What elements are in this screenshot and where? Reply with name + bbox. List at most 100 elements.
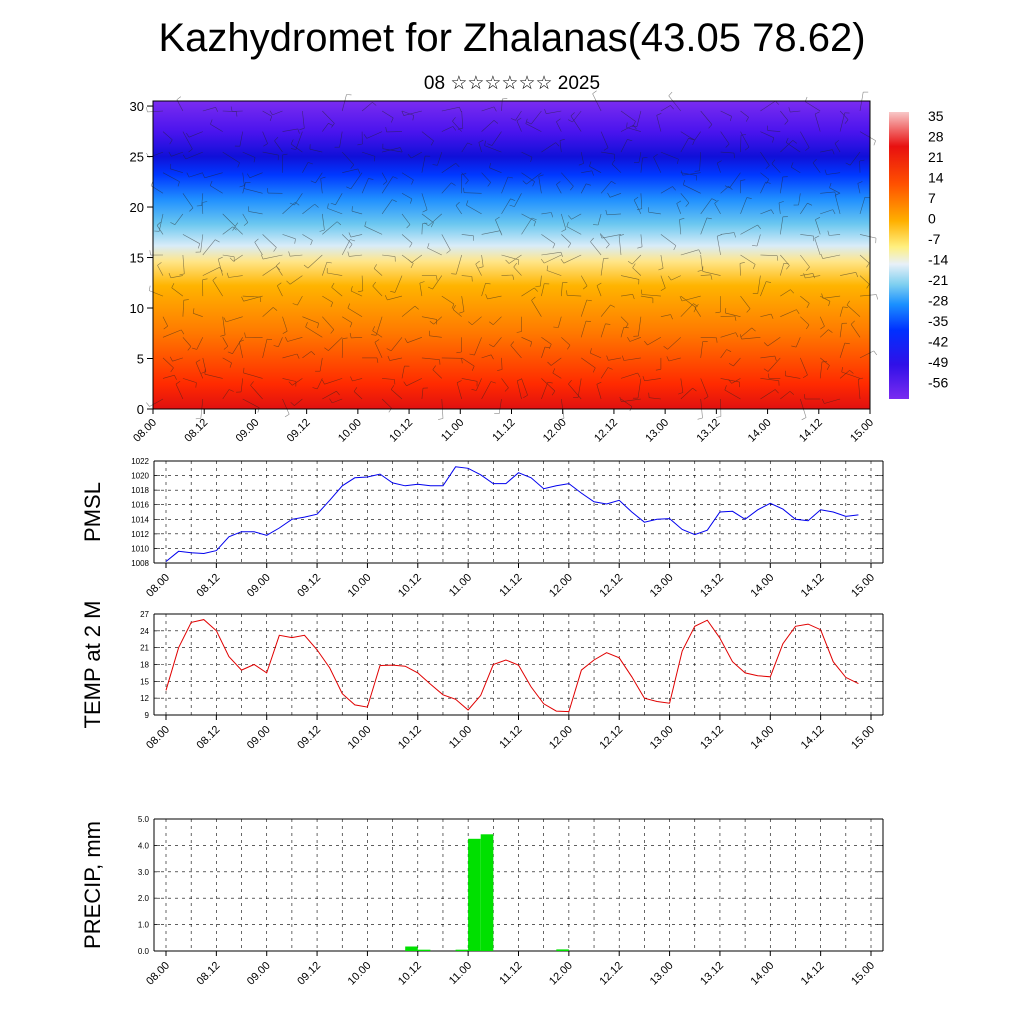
wind-barb: [680, 295, 697, 308]
wind-barb-flag: [311, 351, 316, 356]
wind-barb: [481, 354, 492, 359]
x-tick-label: 13.12: [698, 960, 726, 988]
wind-barb: [608, 357, 622, 361]
wind-barb: [222, 151, 240, 163]
wind-barb-flag: [509, 204, 515, 207]
wind-barb-flag: [455, 201, 460, 206]
x-tick-label: 13.00: [643, 417, 671, 445]
wind-barb-flag: [530, 157, 533, 162]
wind-barb-flag: [814, 111, 820, 115]
wind-barb: [556, 121, 562, 132]
wind-barb: [644, 378, 661, 382]
wind-barb: [822, 295, 841, 299]
wind-barb-flag: [790, 162, 794, 168]
wind-barb-flag: [739, 262, 745, 264]
wind-barb-flag: [611, 159, 616, 165]
wind-barb: [780, 391, 791, 400]
x-tick-label: 11.12: [497, 572, 524, 599]
wind-barb: [780, 140, 794, 153]
wind-barb-flag: [560, 252, 563, 257]
wind-barb-flag: [327, 203, 329, 209]
wind-barb: [389, 357, 403, 361]
wind-barb-flag: [663, 346, 668, 350]
wind-barb: [760, 181, 766, 194]
wind-barb-flag: [552, 243, 556, 249]
wind-barb-flag: [751, 327, 756, 332]
wind-barb: [272, 110, 283, 116]
wind-barb: [294, 398, 303, 406]
wind-barb: [760, 209, 772, 215]
wind-barb: [570, 115, 582, 132]
wind-barb: [791, 166, 801, 173]
wind-barb: [859, 197, 866, 214]
x-tick-label: 11.12: [490, 417, 517, 444]
wind-barb-flag: [556, 118, 561, 123]
y-tick-label: 15: [130, 251, 144, 266]
wind-barb-flag: [551, 390, 556, 396]
wind-barb: [623, 357, 641, 361]
wind-barb-flag: [346, 186, 351, 190]
wind-barb-flag: [410, 198, 413, 204]
wind-barb-flag: [873, 350, 878, 356]
wind-barb: [514, 193, 522, 207]
wind-barb: [820, 149, 833, 153]
wind-barb: [455, 254, 462, 275]
wind-barb: [640, 234, 643, 247]
wind-barb-flag: [232, 226, 237, 231]
wind-barb: [682, 172, 701, 176]
wind-barb: [700, 378, 709, 397]
wind-barb-flag: [275, 262, 281, 267]
y-tick-label: 10: [130, 301, 144, 316]
wind-barb-flag: [632, 263, 636, 268]
wind-barb: [620, 275, 639, 280]
wind-barb: [277, 285, 283, 297]
wind-barb: [390, 337, 403, 352]
wind-barb-flag: [308, 162, 313, 165]
wind-barb-flag: [619, 234, 624, 237]
wind-barb: [521, 287, 535, 297]
wind-barb-flag: [357, 168, 361, 174]
wind-barb-flag: [821, 398, 825, 404]
wind-barb: [474, 337, 482, 356]
wind-barb: [550, 357, 562, 366]
wind-barb-flag: [636, 208, 642, 211]
wind-barb: [839, 323, 843, 338]
wind-barb: [481, 254, 484, 267]
wind-barb: [580, 299, 588, 317]
wind-barb-flag: [873, 140, 876, 146]
y-tick-label: 2.0: [138, 894, 150, 903]
wind-barb: [822, 254, 841, 259]
wind-barb-flag: [438, 418, 444, 420]
wind-barb-flag: [706, 217, 712, 220]
wind-barb-flag: [459, 311, 465, 314]
wind-barb-flag: [312, 387, 318, 390]
wind-barb: [858, 379, 861, 400]
wind-barb: [667, 337, 682, 350]
wind-barb: [156, 225, 164, 235]
wind-barb: [596, 384, 602, 400]
x-tick-label: 15.00: [849, 960, 877, 988]
wind-barb-flag: [757, 224, 762, 230]
wind-barb: [441, 182, 452, 194]
wind-barb: [421, 131, 434, 142]
wind-barb: [660, 275, 666, 289]
wind-barb: [641, 294, 661, 297]
wind-barb: [859, 254, 870, 264]
wind-barb-flag: [532, 181, 535, 187]
wind-barb: [239, 131, 243, 147]
wind-barb: [204, 172, 223, 179]
wind-barb: [660, 186, 673, 194]
wind-barb: [720, 232, 735, 235]
wind-barb-flag: [461, 173, 467, 175]
wind-barb-flag: [590, 348, 592, 354]
wind-barb: [200, 234, 204, 253]
wind-barb: [814, 238, 821, 256]
wind-barb-flag: [864, 196, 870, 199]
x-tick-label: 09.12: [295, 724, 323, 752]
y-tick-label: 1020: [131, 472, 149, 481]
wind-barb: [756, 234, 761, 247]
wind-barb-flag: [452, 126, 457, 131]
colorbar-label: -49: [928, 354, 948, 370]
wind-barb: [489, 167, 502, 173]
y-tick-label: 3.0: [138, 868, 150, 877]
